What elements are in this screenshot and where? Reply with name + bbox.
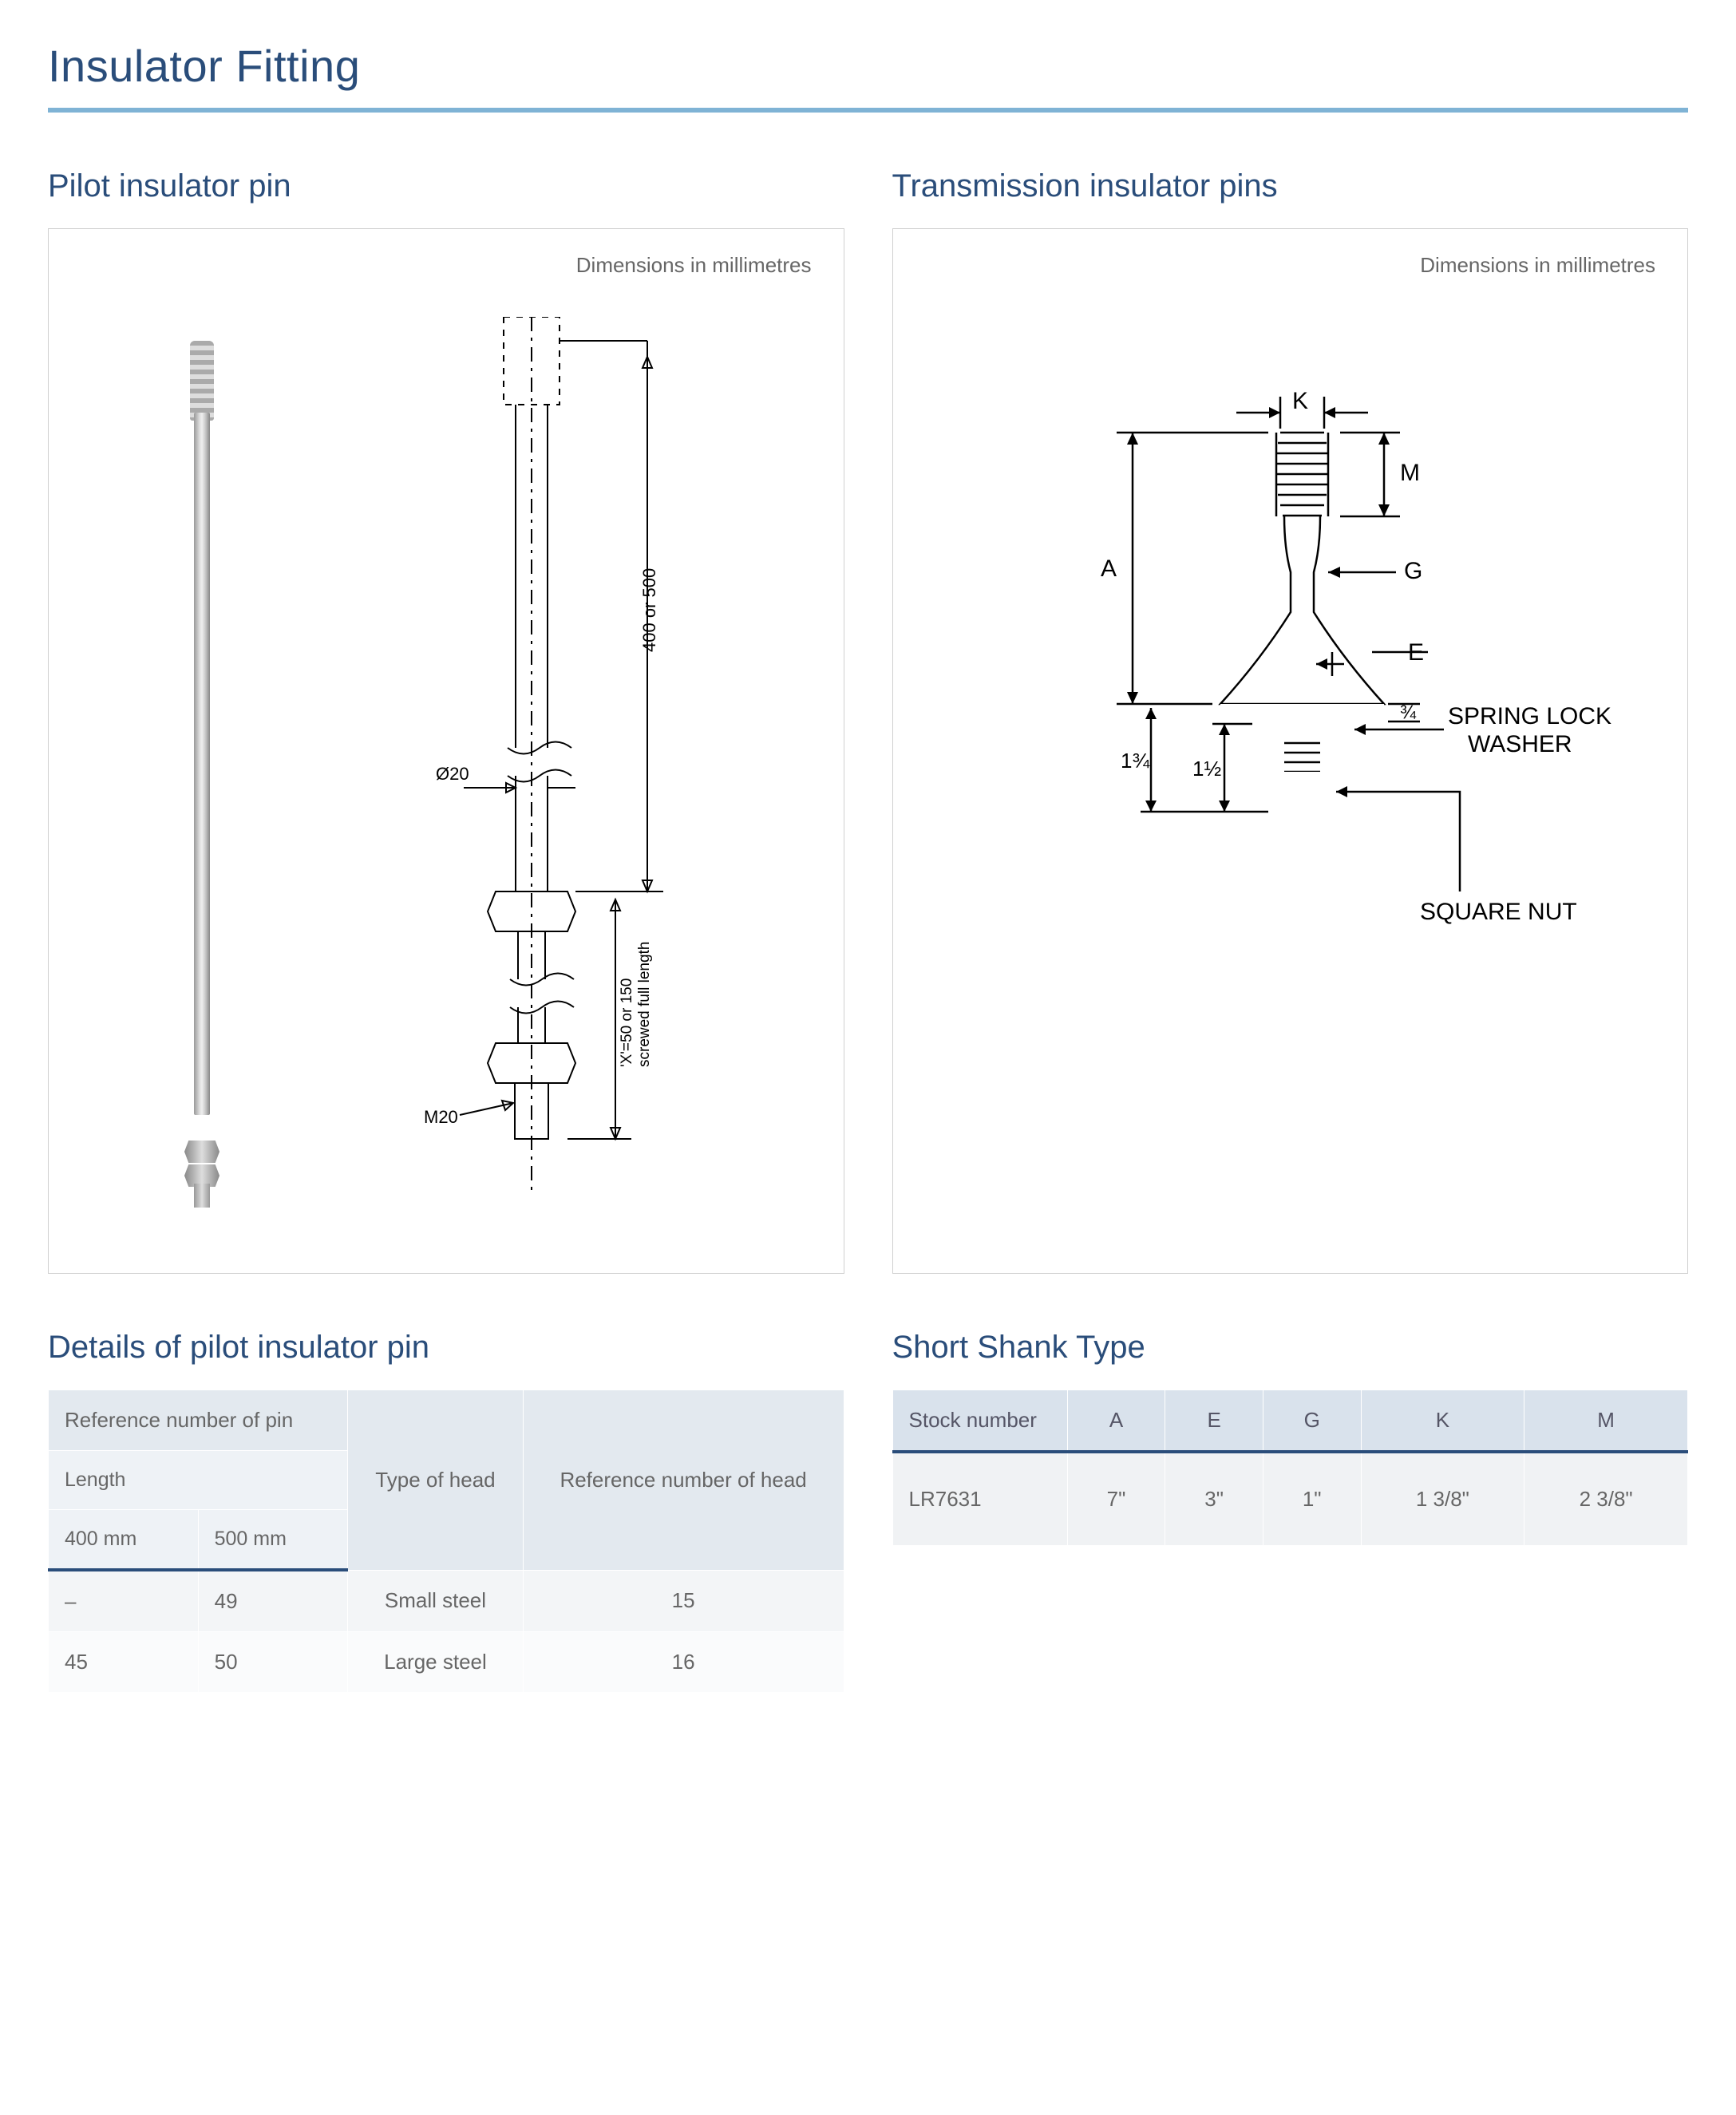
pilot-details-table: Reference number of pin Type of head Ref…	[48, 1390, 844, 1693]
table-row: 4550Large steel16	[49, 1632, 844, 1693]
th-length: Length	[49, 1451, 348, 1510]
frac1_34: 1¾	[1121, 749, 1149, 773]
M-label: M	[1400, 460, 1420, 486]
A-label: A	[1101, 555, 1117, 582]
th-refhead: Reference number of head	[523, 1390, 844, 1571]
table-row: –49Small steel15	[49, 1570, 844, 1632]
pilot-pin-schematic: Ø20 M20	[416, 317, 775, 1219]
right-heading: Transmission insulator pins	[892, 168, 1689, 204]
th-ref: Reference number of pin	[49, 1390, 348, 1451]
thread-icon	[1276, 433, 1328, 516]
th-stock: Stock number	[892, 1390, 1067, 1453]
transmission-pin-figure: Dimensions in millimetres K	[892, 228, 1689, 1274]
left-heading: Pilot insulator pin	[48, 168, 844, 204]
pilot-pin-figure: Dimensions in millimetres	[48, 228, 844, 1274]
height-label: 400 or 500	[639, 568, 659, 652]
square-nut-label: SQUARE NUT	[1420, 899, 1577, 925]
transmission-schematic: K M G	[965, 389, 1651, 1107]
frac1_12: 1½	[1192, 757, 1221, 781]
E-label: E	[1408, 639, 1424, 666]
K-label: K	[1292, 389, 1308, 414]
th-400: 400 mm	[49, 1510, 199, 1571]
svg-text:screwed full length: screwed full length	[636, 942, 653, 1067]
table-row: LR7631 7" 3" 1" 1 3/8" 2 3/8"	[892, 1452, 1688, 1546]
page-title: Insulator Fitting	[48, 40, 1688, 92]
pilot-pin-photo	[176, 341, 232, 1187]
thread-label: M20	[424, 1107, 458, 1127]
th-M: M	[1524, 1390, 1688, 1453]
table2-title: Short Shank Type	[892, 1330, 1689, 1366]
dia-label: Ø20	[436, 764, 469, 784]
th-A: A	[1067, 1390, 1165, 1453]
title-rule	[48, 108, 1688, 113]
spring-lock-label: SPRING LOCK	[1448, 703, 1611, 729]
th-500: 500 mm	[198, 1510, 348, 1571]
svg-text:'X'=50 or 150: 'X'=50 or 150	[619, 978, 635, 1067]
short-shank-table: Stock number A E G K M LR7631 7" 3" 1" 1…	[892, 1390, 1689, 1546]
th-G: G	[1263, 1390, 1361, 1453]
G-label: G	[1404, 558, 1422, 584]
table1-title: Details of pilot insulator pin	[48, 1330, 844, 1366]
frac34: ¾	[1400, 702, 1417, 723]
th-type: Type of head	[348, 1390, 523, 1571]
th-K: K	[1361, 1390, 1524, 1453]
th-E: E	[1165, 1390, 1263, 1453]
washer-label: WASHER	[1468, 731, 1572, 757]
